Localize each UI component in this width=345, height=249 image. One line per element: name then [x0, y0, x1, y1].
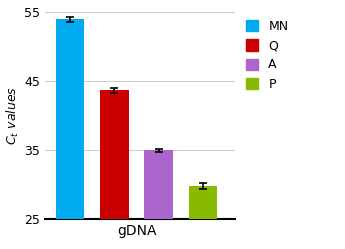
Legend: MN, Q, A, P: MN, Q, A, P: [245, 19, 290, 92]
Bar: [100, 90, 129, 219]
Y-axis label: C$_t$ values: C$_t$ values: [5, 86, 21, 145]
Bar: [145, 150, 173, 219]
Bar: [56, 19, 85, 219]
Bar: [189, 186, 217, 219]
